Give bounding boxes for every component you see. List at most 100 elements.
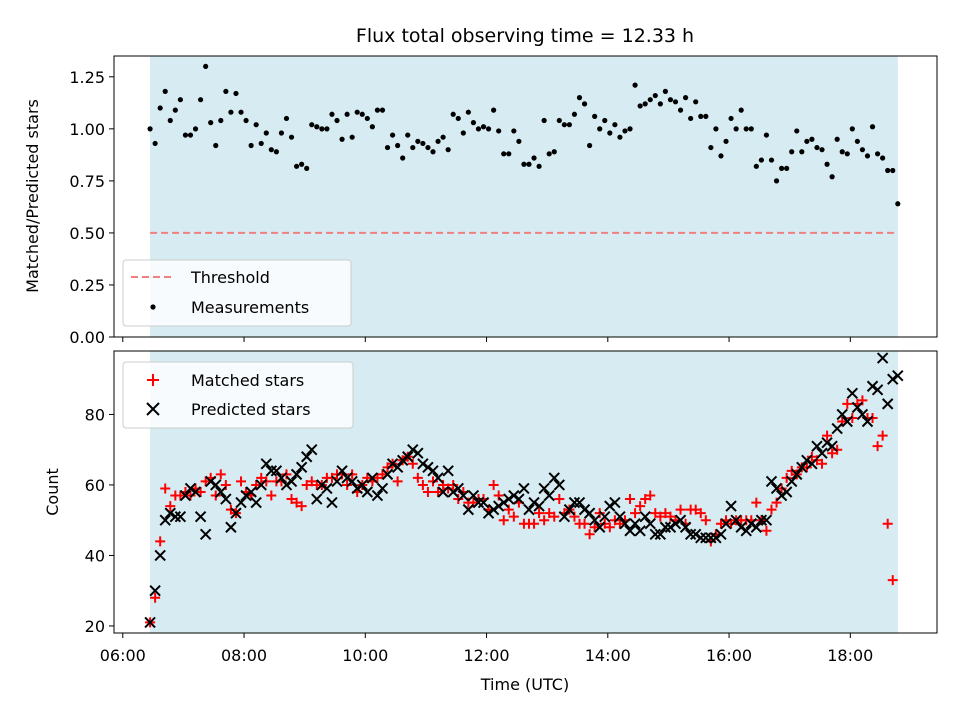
measurement-point <box>642 101 648 107</box>
predicted-star-point <box>725 500 737 512</box>
predicted-star-point <box>432 472 444 484</box>
predicted-star-point <box>321 482 333 495</box>
predicted-star-point <box>300 451 313 463</box>
x-tick-label: 12:00 <box>463 646 509 665</box>
predicted-star-point <box>836 408 848 421</box>
predicted-star-point <box>841 415 853 428</box>
predicted-legend-label: Predicted stars <box>191 400 311 419</box>
top-panel: 0.00 0.25 0.50 0.75 1.00 1.25 Matched/Predict… <box>23 55 938 347</box>
measurement-point <box>602 117 608 124</box>
predicted-star-point <box>275 472 288 484</box>
predicted-star-point <box>391 461 404 474</box>
matched-star-point <box>185 490 196 501</box>
predicted-star-point <box>700 532 712 544</box>
matched-star-point <box>766 504 777 515</box>
predicted-star-point <box>199 528 212 541</box>
top-legend-box <box>122 259 352 327</box>
matched-star-point <box>544 508 555 519</box>
measurement-point <box>157 105 163 111</box>
measurement-point <box>445 147 451 153</box>
measurement-point <box>435 138 441 144</box>
predicted-star-point <box>412 447 424 459</box>
matched-star-point <box>377 469 388 480</box>
matched-star-point <box>215 469 226 480</box>
matched-star-point <box>210 490 221 501</box>
x-tick-label: 10:00 <box>342 646 388 665</box>
y-tick-label: 0.50 <box>69 224 105 243</box>
bottom-legend: Matched stars Predicted stars <box>122 361 354 429</box>
predicted-star-point <box>639 510 651 523</box>
predicted-star-point <box>876 352 889 364</box>
matched-star-point <box>488 479 499 490</box>
predicted-star-point <box>492 500 505 512</box>
matched-star-point <box>700 515 711 526</box>
x-tick-label: 18:00 <box>827 646 873 665</box>
measurement-point <box>253 122 259 128</box>
measurement-point <box>880 155 886 161</box>
predicted-star-point <box>851 401 864 414</box>
predicted-star-point <box>821 436 833 449</box>
measurement-point <box>349 134 355 140</box>
predicted-star-point <box>543 489 555 502</box>
matched-star-point <box>660 508 671 519</box>
predicted-star-point <box>715 528 727 541</box>
bottom-x-ticks: 06:00 08:00 10:00 12:00 14:00 16:00 18:00 <box>100 633 873 665</box>
y-tick-label: 1.00 <box>69 120 105 139</box>
matched-star-point <box>690 504 701 515</box>
matched-legend-label: Matched stars <box>191 371 304 390</box>
predicted-star-point <box>684 528 697 541</box>
measurement-point <box>794 128 800 134</box>
measurement-point <box>824 161 830 167</box>
matched-star-point <box>867 412 878 423</box>
measurement-point <box>379 107 386 113</box>
matched-star-point <box>847 412 858 423</box>
predicted-star-point <box>690 528 702 541</box>
measurement-point <box>566 122 573 128</box>
matched-star-point <box>645 490 656 501</box>
matched-star-point <box>225 504 236 515</box>
predicted-star-point <box>457 489 470 502</box>
measurement-point <box>243 117 249 124</box>
predicted-star-point <box>351 482 363 495</box>
measurement-point <box>799 149 805 155</box>
measurement-point <box>864 153 871 159</box>
matched-star-point <box>372 472 383 483</box>
predicted-star-point <box>654 528 667 541</box>
predicted-star-point <box>159 514 171 526</box>
predicted-star-point <box>169 510 182 523</box>
measurement-point <box>344 111 350 117</box>
measurement-point <box>738 107 744 113</box>
matched-star-point <box>296 501 307 512</box>
matched-star-point <box>534 508 545 519</box>
matched-star-point <box>306 476 317 487</box>
measurement-point <box>465 109 471 115</box>
measurement-point <box>612 122 618 128</box>
matched-star-point <box>726 518 737 529</box>
predicted-star-point <box>573 496 586 509</box>
measurement-point <box>885 167 891 174</box>
predicted-star-point <box>396 454 409 466</box>
predicted-star-point <box>447 486 459 498</box>
predicted-star-point <box>250 496 262 509</box>
measurement-point <box>258 140 264 147</box>
measurement-point <box>329 111 335 117</box>
predicted-star-point <box>513 493 525 505</box>
predicted-star-point <box>735 521 747 533</box>
measurements-legend-swatch <box>150 304 156 310</box>
predicted-star-point <box>311 493 323 505</box>
measurement-point <box>359 111 365 117</box>
predicted-star-point <box>189 486 202 498</box>
matched-star-point <box>817 458 828 469</box>
matched-star-point <box>584 529 595 540</box>
y-tick-label: 0.75 <box>69 172 105 191</box>
measurement-point <box>693 99 699 105</box>
predicted-star-point <box>604 500 616 512</box>
measurement-point <box>753 163 759 169</box>
predicted-star-point <box>184 482 197 495</box>
matched-star-point <box>155 536 166 547</box>
predicted-legend-swatch <box>146 402 160 416</box>
measurement-point <box>415 138 421 144</box>
measurement-point <box>475 126 482 132</box>
matched-star-point <box>266 490 277 501</box>
measurement-point <box>541 117 547 124</box>
